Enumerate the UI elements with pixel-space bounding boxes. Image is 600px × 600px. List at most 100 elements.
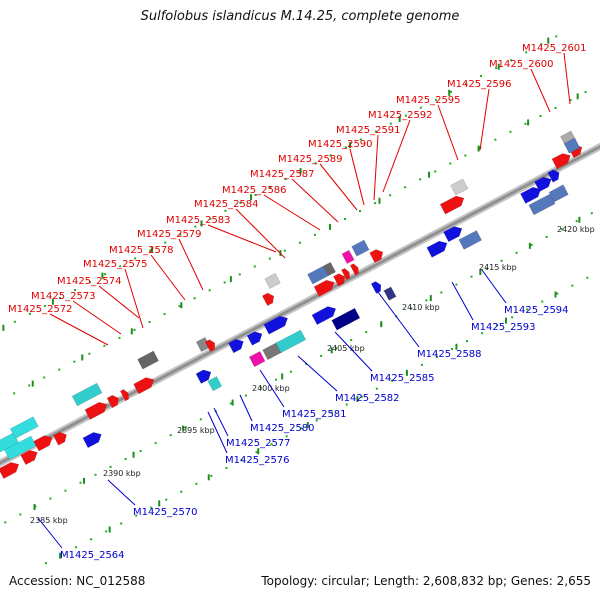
grid-dot — [223, 281, 226, 284]
grid-dot — [556, 292, 559, 295]
gene-feature — [443, 226, 463, 243]
grid-tick — [257, 448, 260, 455]
gene-arrow — [261, 292, 275, 306]
grid-dot — [404, 114, 407, 117]
grid-dot — [150, 506, 153, 509]
gene-label-top: M1425_2595 — [396, 95, 461, 106]
grid-dot — [365, 331, 368, 334]
gene-feature — [4, 435, 37, 461]
grid-tick — [349, 142, 352, 149]
grid-dot — [374, 202, 377, 205]
grid-dot — [359, 138, 362, 141]
grid-dot — [193, 297, 196, 300]
gene-arrow — [195, 369, 212, 384]
leader-line-top — [563, 52, 571, 105]
gene-feature — [207, 376, 223, 392]
grid-dot — [481, 332, 484, 335]
grid-dot — [208, 289, 211, 292]
grid-tick — [31, 380, 34, 387]
grid-dot — [274, 378, 277, 381]
leader-line-top — [263, 194, 321, 231]
grid-dot — [389, 194, 392, 197]
grid-dot — [284, 178, 287, 181]
grid-dot — [425, 299, 428, 302]
gene-feature — [106, 394, 119, 409]
leader-line-bottom — [259, 369, 285, 408]
gene-feature — [313, 279, 335, 297]
gene-feature — [261, 292, 275, 306]
scale-label: 2385 kbp — [30, 516, 68, 525]
gene-arrow — [204, 339, 216, 352]
gene-label-top: M1425_2586 — [222, 185, 287, 196]
gene-feature — [275, 329, 307, 354]
gene-feature — [351, 239, 370, 257]
grid-dot — [244, 394, 247, 397]
grid-tick — [428, 171, 431, 178]
grid-tick — [479, 268, 482, 275]
grid-dot — [88, 352, 91, 355]
grid-tick — [132, 451, 135, 458]
grid-tick — [108, 526, 111, 533]
leader-line-top — [373, 134, 379, 201]
grid-tick — [356, 395, 359, 402]
grid-dot — [466, 340, 469, 343]
grid-dot — [515, 251, 518, 254]
gene-arrow — [20, 450, 38, 466]
gene-arrow — [341, 268, 350, 281]
gene-box — [264, 272, 281, 289]
scale-label: 2395 kbp — [177, 426, 215, 435]
grid-dot — [210, 474, 213, 477]
leader-line-top — [124, 268, 144, 329]
gene-feature — [20, 450, 38, 466]
gene-label-bottom: M1425_2581 — [282, 409, 347, 420]
grid-dot — [434, 170, 437, 173]
grid-dot — [239, 201, 242, 204]
grid-dot — [19, 513, 22, 516]
gene-feature — [341, 249, 355, 264]
grid-dot — [184, 426, 187, 429]
grid-tick — [231, 399, 234, 406]
gene-arrow — [333, 273, 346, 287]
gene-feature — [333, 273, 346, 287]
grid-dot — [511, 316, 514, 319]
gene-feature — [548, 184, 569, 203]
grid-dot — [89, 281, 92, 284]
grid-tick — [576, 93, 579, 100]
grid-dot — [94, 473, 97, 476]
grid-dot — [79, 481, 82, 484]
leader-line-bottom — [377, 291, 420, 348]
gene-label-bottom: M1425_2593 — [471, 322, 536, 333]
gene-label-top: M1425_2591 — [336, 125, 401, 136]
gene-feature — [551, 153, 571, 170]
grid-dot — [103, 344, 106, 347]
leader-line-top — [479, 88, 490, 151]
grid-tick — [281, 373, 284, 380]
grid-dot — [290, 370, 293, 373]
scale-label: 2390 kbp — [103, 469, 141, 478]
grid-dot — [509, 130, 512, 133]
grid-dot — [199, 418, 202, 421]
gene-feature — [248, 351, 266, 368]
gene-feature — [369, 249, 384, 263]
gene-feature — [204, 339, 216, 352]
grid-dot — [225, 466, 228, 469]
grid-dot — [315, 419, 318, 422]
grid-dot — [530, 243, 533, 246]
leader-line-top — [72, 300, 122, 335]
gene-arrow — [52, 431, 67, 446]
gene-feature — [120, 389, 129, 402]
gene-feature — [264, 272, 281, 289]
grid-dot — [455, 283, 458, 286]
gene-feature — [71, 382, 103, 407]
gene-box — [71, 382, 103, 407]
grid-dot — [555, 35, 558, 38]
grid-tick — [497, 63, 500, 70]
gene-feature — [331, 307, 361, 331]
gene-arrow — [84, 402, 108, 420]
grid-dot — [360, 395, 363, 398]
grid-dot — [283, 249, 286, 252]
gene-arrow — [82, 432, 102, 449]
grid-dot — [148, 321, 151, 324]
grid-tick — [2, 324, 5, 331]
grid-dot — [451, 348, 454, 351]
